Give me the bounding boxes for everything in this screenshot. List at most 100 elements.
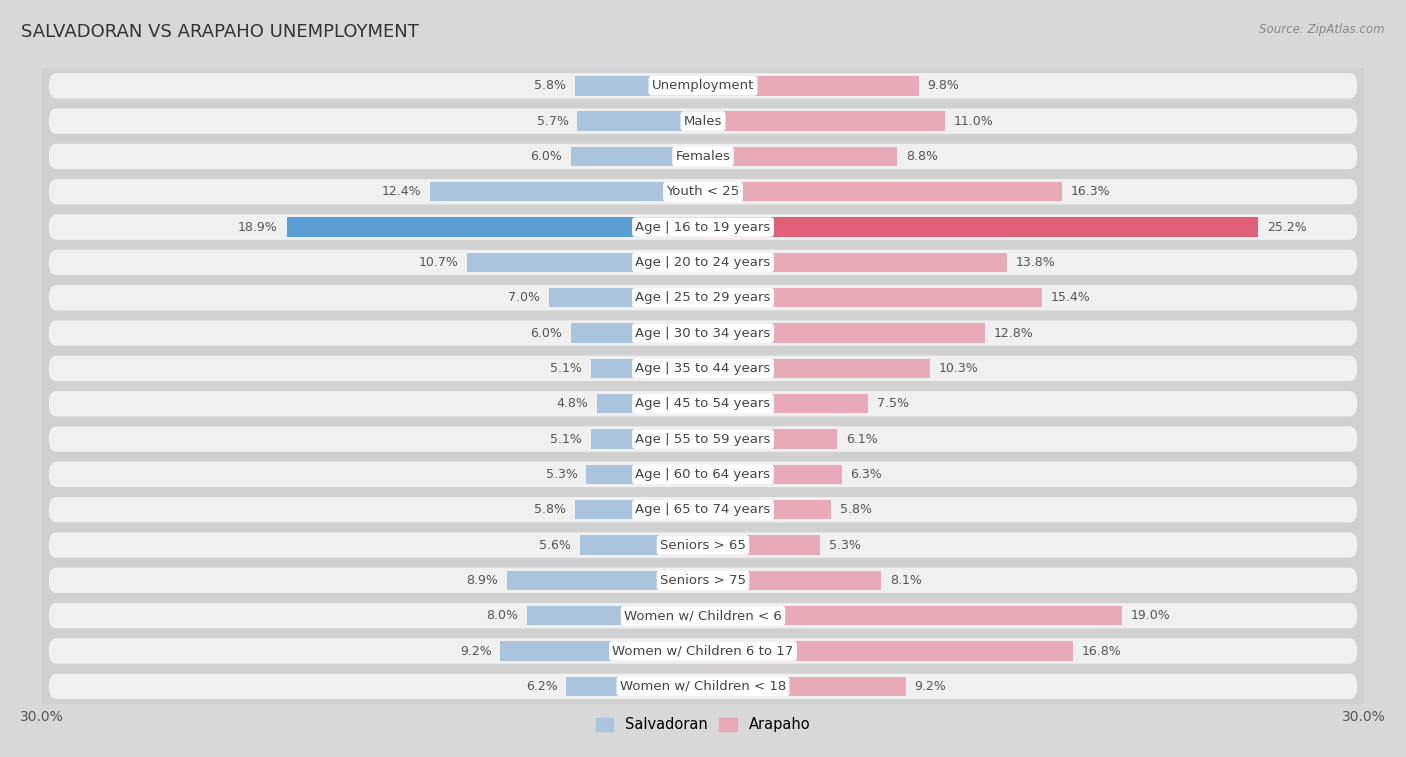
Text: 18.9%: 18.9% — [238, 220, 278, 234]
Bar — [586, 465, 703, 484]
Text: 10.7%: 10.7% — [419, 256, 458, 269]
Text: Women w/ Children 6 to 17: Women w/ Children 6 to 17 — [613, 644, 793, 658]
Text: 8.9%: 8.9% — [467, 574, 498, 587]
Text: 6.2%: 6.2% — [526, 680, 558, 693]
Bar — [575, 76, 703, 95]
FancyBboxPatch shape — [49, 285, 1357, 310]
Text: 9.8%: 9.8% — [928, 79, 959, 92]
Bar — [567, 677, 703, 696]
Text: 4.8%: 4.8% — [557, 397, 589, 410]
Text: 5.8%: 5.8% — [534, 503, 567, 516]
FancyBboxPatch shape — [49, 108, 1357, 134]
FancyBboxPatch shape — [49, 144, 1357, 169]
Text: 5.1%: 5.1% — [550, 432, 582, 446]
Bar — [703, 323, 986, 343]
Bar — [575, 500, 703, 519]
FancyBboxPatch shape — [49, 320, 1357, 346]
Bar — [42, 139, 1364, 174]
Text: 5.1%: 5.1% — [550, 362, 582, 375]
Text: 9.2%: 9.2% — [914, 680, 946, 693]
Bar — [42, 598, 1364, 634]
Text: 5.6%: 5.6% — [538, 538, 571, 552]
Bar — [501, 641, 703, 661]
FancyBboxPatch shape — [49, 638, 1357, 664]
FancyBboxPatch shape — [49, 426, 1357, 452]
Bar — [591, 429, 703, 449]
Bar — [42, 174, 1364, 210]
Bar — [42, 68, 1364, 104]
Bar — [548, 288, 703, 307]
Bar — [598, 394, 703, 413]
FancyBboxPatch shape — [49, 674, 1357, 699]
FancyBboxPatch shape — [49, 391, 1357, 416]
Bar — [42, 350, 1364, 386]
Text: Males: Males — [683, 114, 723, 128]
Text: 8.0%: 8.0% — [486, 609, 517, 622]
Text: Age | 65 to 74 years: Age | 65 to 74 years — [636, 503, 770, 516]
Bar — [703, 500, 831, 519]
FancyBboxPatch shape — [49, 73, 1357, 98]
Text: Women w/ Children < 6: Women w/ Children < 6 — [624, 609, 782, 622]
Text: Age | 35 to 44 years: Age | 35 to 44 years — [636, 362, 770, 375]
Bar — [703, 359, 929, 378]
Text: 16.3%: 16.3% — [1071, 185, 1111, 198]
FancyBboxPatch shape — [49, 497, 1357, 522]
Bar — [508, 571, 703, 590]
Bar — [703, 429, 838, 449]
Bar — [42, 668, 1364, 704]
Bar — [703, 677, 905, 696]
Bar — [591, 359, 703, 378]
Text: 25.2%: 25.2% — [1267, 220, 1306, 234]
Bar — [42, 386, 1364, 422]
Text: Women w/ Children < 18: Women w/ Children < 18 — [620, 680, 786, 693]
Bar — [703, 288, 1042, 307]
Text: 5.7%: 5.7% — [537, 114, 568, 128]
Bar — [703, 571, 882, 590]
Bar — [287, 217, 703, 237]
Text: 12.4%: 12.4% — [381, 185, 420, 198]
Text: 5.3%: 5.3% — [546, 468, 578, 481]
Legend: Salvadoran, Arapaho: Salvadoran, Arapaho — [591, 712, 815, 738]
Text: 16.8%: 16.8% — [1081, 644, 1122, 658]
Text: Age | 16 to 19 years: Age | 16 to 19 years — [636, 220, 770, 234]
Bar — [703, 76, 920, 95]
Text: 5.8%: 5.8% — [534, 79, 567, 92]
Text: 5.3%: 5.3% — [828, 538, 860, 552]
Text: 9.2%: 9.2% — [460, 644, 492, 658]
Bar — [42, 316, 1364, 350]
Text: 8.1%: 8.1% — [890, 574, 922, 587]
Text: 19.0%: 19.0% — [1130, 609, 1170, 622]
Bar — [703, 465, 842, 484]
Text: Age | 30 to 34 years: Age | 30 to 34 years — [636, 326, 770, 340]
FancyBboxPatch shape — [49, 462, 1357, 487]
Text: Age | 60 to 64 years: Age | 60 to 64 years — [636, 468, 770, 481]
Text: Age | 25 to 29 years: Age | 25 to 29 years — [636, 291, 770, 304]
Bar — [42, 280, 1364, 316]
Text: Age | 45 to 54 years: Age | 45 to 54 years — [636, 397, 770, 410]
Text: 6.3%: 6.3% — [851, 468, 883, 481]
Text: Females: Females — [675, 150, 731, 163]
Text: 13.8%: 13.8% — [1015, 256, 1056, 269]
FancyBboxPatch shape — [49, 568, 1357, 593]
Bar — [42, 634, 1364, 668]
Text: SALVADORAN VS ARAPAHO UNEMPLOYMENT: SALVADORAN VS ARAPAHO UNEMPLOYMENT — [21, 23, 419, 41]
Text: 6.0%: 6.0% — [530, 150, 562, 163]
Bar — [578, 111, 703, 131]
Text: Seniors > 75: Seniors > 75 — [659, 574, 747, 587]
Bar — [42, 562, 1364, 598]
Bar — [467, 253, 703, 273]
Bar — [42, 528, 1364, 562]
Bar — [42, 422, 1364, 456]
Bar — [430, 182, 703, 201]
Bar — [703, 606, 1122, 625]
FancyBboxPatch shape — [49, 179, 1357, 204]
FancyBboxPatch shape — [49, 250, 1357, 275]
FancyBboxPatch shape — [49, 532, 1357, 558]
Bar — [42, 245, 1364, 280]
Bar — [703, 535, 820, 555]
Text: Unemployment: Unemployment — [652, 79, 754, 92]
FancyBboxPatch shape — [49, 356, 1357, 381]
Bar — [527, 606, 703, 625]
Text: 6.1%: 6.1% — [846, 432, 877, 446]
FancyBboxPatch shape — [49, 603, 1357, 628]
